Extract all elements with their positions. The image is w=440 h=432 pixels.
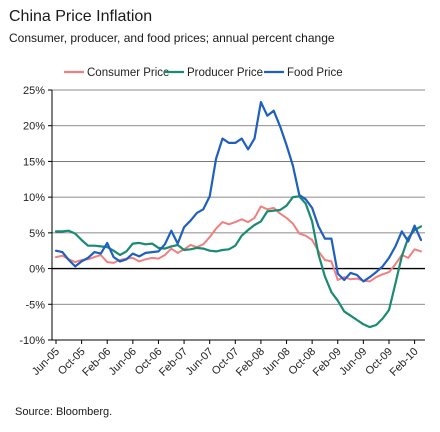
y-tick-label: 10% bbox=[23, 192, 45, 204]
chart-title: China Price Inflation bbox=[9, 8, 153, 25]
legend-label-producer-price: Producer Price bbox=[187, 67, 263, 79]
y-tick-label: 0% bbox=[29, 264, 45, 276]
source-note: Source: Bloomberg. bbox=[15, 406, 113, 418]
x-tick-label: Jun-08 bbox=[260, 346, 292, 378]
series-line-food-price bbox=[54, 101, 423, 283]
y-tick-label: 25% bbox=[23, 85, 45, 97]
x-tick-label: Jun-09 bbox=[337, 346, 369, 378]
y-tick-label: -5% bbox=[25, 299, 45, 311]
series-layer bbox=[54, 101, 423, 329]
series-line-consumer-price bbox=[55, 205, 422, 283]
x-tick-label: Feb-06 bbox=[80, 346, 113, 379]
series-line-producer-price bbox=[54, 195, 423, 329]
x-tick-label: Jun-07 bbox=[184, 346, 216, 378]
y-tick-label: 5% bbox=[29, 228, 45, 240]
x-tick-label: Jun-05 bbox=[30, 346, 62, 378]
legend: Consumer Price Producer Price Food Price bbox=[64, 67, 343, 79]
y-tick-label: -10% bbox=[19, 335, 45, 347]
legend-label-consumer-price: Consumer Price bbox=[87, 67, 169, 79]
x-tick-label: Feb-07 bbox=[157, 346, 190, 379]
y-tick-label: 20% bbox=[23, 121, 45, 133]
axes: -10%-5%0%5%10%15%20%25%Jun-05Oct-05Feb-0… bbox=[19, 85, 425, 379]
y-tick-label: 15% bbox=[23, 156, 45, 168]
x-tick-label: Feb-10 bbox=[388, 346, 421, 379]
chart-subtitle: Consumer, producer, and food prices; ann… bbox=[9, 31, 335, 45]
x-tick-label: Jun-06 bbox=[107, 346, 139, 378]
legend-label-food-price: Food Price bbox=[287, 67, 343, 79]
grid-lines bbox=[52, 89, 425, 341]
x-tick-label: Feb-09 bbox=[311, 346, 344, 379]
x-tick-label: Feb-08 bbox=[234, 346, 267, 379]
